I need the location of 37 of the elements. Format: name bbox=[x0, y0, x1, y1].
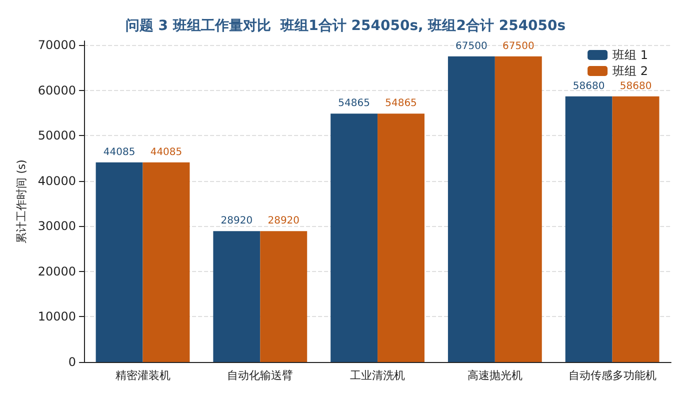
data-label: 67500 bbox=[456, 40, 488, 52]
bar bbox=[494, 56, 542, 362]
bar bbox=[448, 56, 495, 362]
y-tick-label: 0 bbox=[68, 355, 76, 369]
bar bbox=[213, 231, 260, 362]
bar bbox=[260, 231, 308, 362]
x-tick-label: 自动传感多功能机 bbox=[568, 369, 656, 382]
bar bbox=[378, 114, 424, 362]
y-tick-label: 40000 bbox=[38, 174, 76, 188]
x-tick-label: 精密灌装机 bbox=[115, 369, 170, 382]
y-tick-label: 30000 bbox=[38, 219, 76, 234]
data-label: 44085 bbox=[103, 146, 136, 158]
y-tick-label: 50000 bbox=[38, 128, 76, 143]
data-label: 54865 bbox=[385, 98, 417, 110]
chart-title: 问题 3 班组工作量对比 班组1合计 254050s, 班组2合计 254050s bbox=[125, 18, 566, 34]
bar bbox=[565, 96, 612, 362]
y-axis-title: 累计工作时间 (s) bbox=[15, 160, 28, 244]
x-tick-label: 工业清洗机 bbox=[350, 369, 406, 382]
data-label: 28920 bbox=[220, 216, 253, 227]
data-label: 67500 bbox=[502, 40, 534, 52]
data-label: 54865 bbox=[338, 98, 370, 110]
y-tick-label: 60000 bbox=[38, 83, 76, 98]
data-label: 58680 bbox=[572, 80, 605, 92]
bar bbox=[330, 114, 378, 362]
data-label: 44085 bbox=[150, 146, 182, 158]
bar bbox=[96, 162, 143, 362]
bar bbox=[612, 96, 660, 362]
data-label: 58680 bbox=[620, 80, 652, 92]
y-tick-label: 20000 bbox=[38, 264, 76, 278]
x-tick-label: 自动化输送臂 bbox=[227, 369, 294, 382]
legend-label: 班组 2 bbox=[612, 64, 648, 78]
y-tick-label: 10000 bbox=[38, 310, 76, 324]
data-label: 28920 bbox=[268, 216, 300, 227]
y-tick-label: 70000 bbox=[38, 38, 76, 52]
x-tick-label: 高速抛光机 bbox=[467, 369, 522, 382]
legend-label: 班组 1 bbox=[612, 48, 648, 62]
bar bbox=[142, 162, 190, 362]
